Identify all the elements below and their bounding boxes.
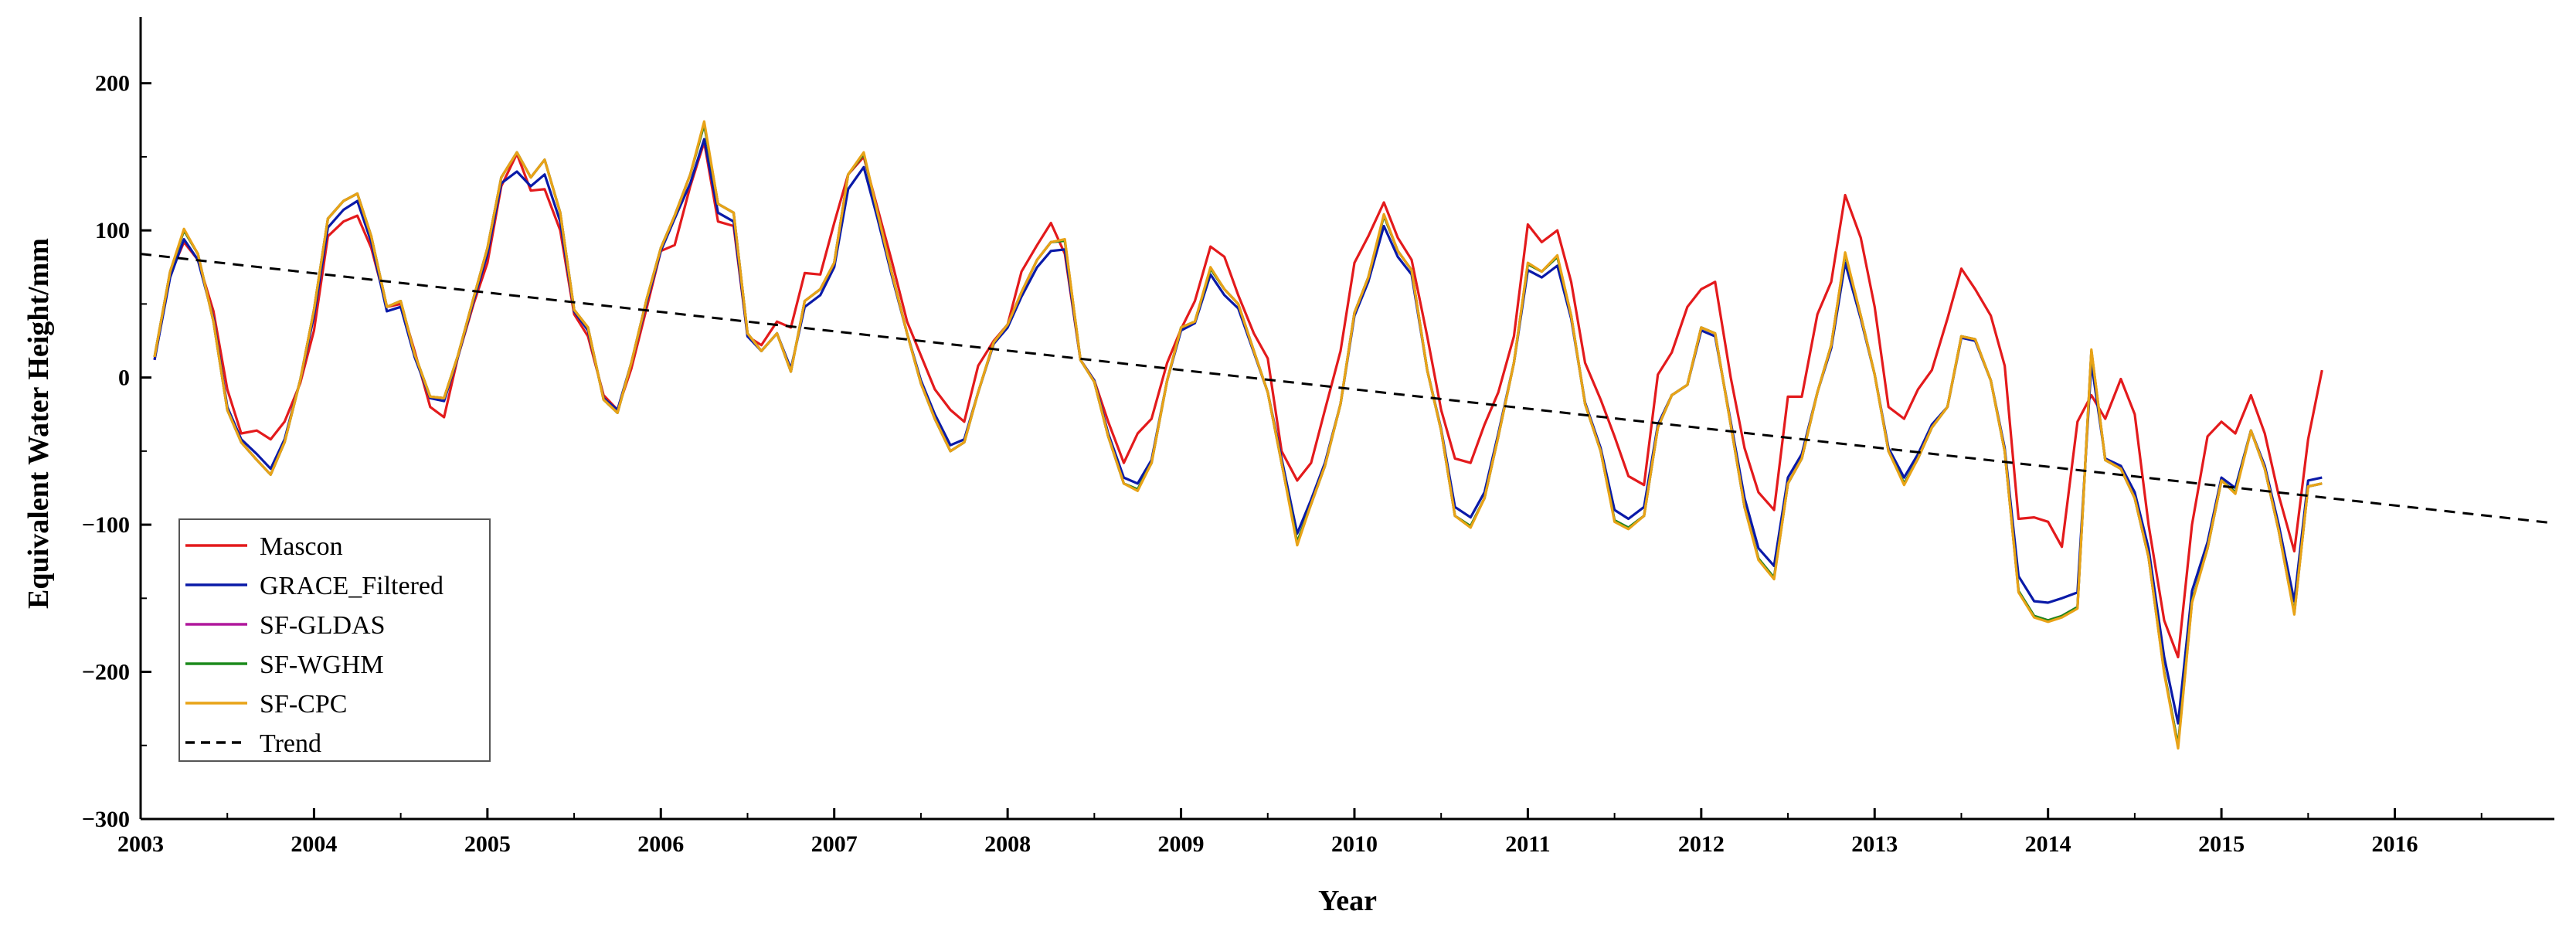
y-tick-label: 0: [118, 365, 130, 391]
x-tick-label: 2005: [464, 831, 511, 857]
legend-label-trend: Trend: [260, 729, 321, 758]
legend-label-sf-cpc: SF-CPC: [260, 690, 347, 719]
y-tick-label: 200: [95, 71, 130, 97]
x-tick-label: 2015: [2198, 831, 2245, 857]
legend: Mascon GRACE_Filtered SF-GLDAS SF-WGHM SF-CP…: [178, 518, 491, 762]
x-tick-label: 2011: [1505, 831, 1550, 857]
series-layer: [140, 120, 2555, 750]
y-tick-label: −100: [82, 512, 130, 538]
x-tick-label: 2004: [291, 831, 337, 857]
legend-label-grace-filtered: GRACE_Filtered: [260, 572, 443, 600]
x-tick-label: 2007: [811, 831, 858, 857]
legend-label-mascon: Mascon: [260, 532, 343, 561]
y-axis-title: Equivalent Water Height/mm: [22, 238, 55, 609]
x-tick-label: 2003: [117, 831, 164, 857]
x-tick-label: 2013: [1851, 831, 1898, 857]
y-tick-label: −300: [82, 807, 130, 832]
x-tick-label: 2006: [637, 831, 684, 857]
series-line-trend: [140, 253, 2555, 525]
x-tick-label: 2010: [1331, 831, 1378, 857]
x-tick-label: 2008: [984, 831, 1031, 857]
x-tick-label: 2016: [2372, 831, 2418, 857]
legend-label-sf-wghm: SF-WGHM: [260, 651, 384, 679]
series-line-sf-cpc: [153, 120, 2323, 750]
axes-layer: −300 −200 −100 0 100 200 2003 2004 2005 2006 2007 2…: [82, 17, 2554, 857]
x-axis-title: Year: [1318, 885, 1377, 917]
legend-box: [178, 518, 491, 762]
x-tick-label: 2009: [1158, 831, 1205, 857]
y-tick-label: 100: [95, 218, 130, 243]
x-tick-label: 2012: [1678, 831, 1725, 857]
x-tick-label: 2014: [2025, 831, 2071, 857]
y-tick-label: −200: [82, 660, 130, 685]
legend-label-sf-gldas: SF-GLDAS: [260, 611, 385, 640]
